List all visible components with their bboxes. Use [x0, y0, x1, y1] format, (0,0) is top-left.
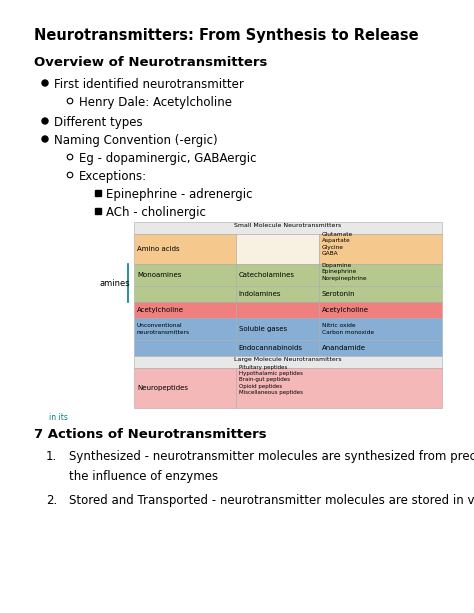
- Bar: [134, 368, 236, 408]
- Bar: [319, 340, 442, 356]
- Text: Nitric oxide
Carbon monoxide: Nitric oxide Carbon monoxide: [322, 324, 374, 335]
- Text: Epinephrine - adrenergic: Epinephrine - adrenergic: [106, 188, 253, 201]
- Bar: [134, 222, 442, 234]
- Text: Acetylcholine: Acetylcholine: [137, 307, 184, 313]
- Text: First identified neurotransmitter: First identified neurotransmitter: [54, 78, 244, 91]
- Text: Serotonin: Serotonin: [322, 291, 356, 297]
- Bar: [236, 368, 442, 408]
- Text: Catecholamines: Catecholamines: [238, 272, 295, 278]
- Bar: [95, 208, 101, 214]
- Text: Overview of Neurotransmitters: Overview of Neurotransmitters: [34, 56, 267, 69]
- Circle shape: [42, 136, 48, 142]
- Circle shape: [42, 80, 48, 86]
- Circle shape: [67, 172, 73, 178]
- Text: Stored and Transported - neurotransmitter molecules are stored in vesicles: Stored and Transported - neurotransmitte…: [69, 494, 474, 507]
- Text: Glutamate
Aspartate
Glycine
GABA: Glutamate Aspartate Glycine GABA: [322, 232, 353, 256]
- Bar: [95, 190, 101, 196]
- Bar: [319, 318, 442, 340]
- Text: Dopamine
Epinephrine
Norepinephrine: Dopamine Epinephrine Norepinephrine: [322, 264, 367, 281]
- Text: Henry Dale: Acetylcholine: Henry Dale: Acetylcholine: [79, 96, 232, 109]
- Text: Monoamines: Monoamines: [137, 272, 182, 278]
- Text: Synthesized - neurotransmitter molecules are synthesized from precursors under: Synthesized - neurotransmitter molecules…: [69, 450, 474, 463]
- Bar: [319, 234, 442, 264]
- Bar: [236, 302, 319, 318]
- Text: 7 Actions of Neurotransmitters: 7 Actions of Neurotransmitters: [34, 428, 266, 441]
- Bar: [236, 264, 319, 286]
- Text: Soluble gases: Soluble gases: [238, 326, 287, 332]
- Bar: [134, 302, 236, 318]
- Text: the influence of enzymes: the influence of enzymes: [69, 470, 218, 483]
- Bar: [319, 302, 442, 318]
- Bar: [236, 340, 319, 356]
- Text: Neurotransmitters: From Synthesis to Release: Neurotransmitters: From Synthesis to Rel…: [34, 28, 419, 43]
- Bar: [134, 286, 236, 302]
- Text: Amino acids: Amino acids: [137, 246, 180, 252]
- Text: Different types: Different types: [54, 116, 143, 129]
- Bar: [134, 356, 442, 368]
- Circle shape: [67, 98, 73, 104]
- Text: Eg - dopaminergic, GABAergic: Eg - dopaminergic, GABAergic: [79, 152, 256, 165]
- Text: Large Molecule Neurotransmitters: Large Molecule Neurotransmitters: [234, 357, 342, 362]
- Text: 1.: 1.: [46, 450, 57, 463]
- Text: Indolamines: Indolamines: [238, 291, 281, 297]
- Bar: [319, 286, 442, 302]
- Bar: [236, 318, 319, 340]
- Bar: [134, 340, 236, 356]
- Text: 2.: 2.: [46, 494, 57, 507]
- Text: Acetylcholine: Acetylcholine: [322, 307, 369, 313]
- Bar: [134, 264, 236, 286]
- Bar: [134, 318, 236, 340]
- Text: amines: amines: [100, 278, 131, 287]
- Bar: [134, 234, 236, 264]
- Text: Exceptions:: Exceptions:: [79, 170, 147, 183]
- Text: Unconventional
neurotransmitters: Unconventional neurotransmitters: [137, 324, 190, 335]
- Bar: [236, 234, 319, 264]
- Text: Anandamide: Anandamide: [322, 345, 366, 351]
- Text: Small Molecule Neurotransmitters: Small Molecule Neurotransmitters: [234, 223, 342, 228]
- Text: Pituitary peptides
Hypothalamic peptides
Brain-gut peptides
Opioid peptides
Misc: Pituitary peptides Hypothalamic peptides…: [238, 365, 302, 395]
- Text: Neuropeptides: Neuropeptides: [137, 385, 188, 391]
- Text: in its: in its: [49, 413, 68, 422]
- Bar: [236, 286, 319, 302]
- Text: ACh - cholinergic: ACh - cholinergic: [106, 206, 206, 219]
- Text: Endocannabinoids: Endocannabinoids: [238, 345, 302, 351]
- Bar: [319, 264, 442, 286]
- Circle shape: [42, 118, 48, 124]
- Text: Naming Convention (-ergic): Naming Convention (-ergic): [54, 134, 218, 147]
- Circle shape: [67, 154, 73, 160]
